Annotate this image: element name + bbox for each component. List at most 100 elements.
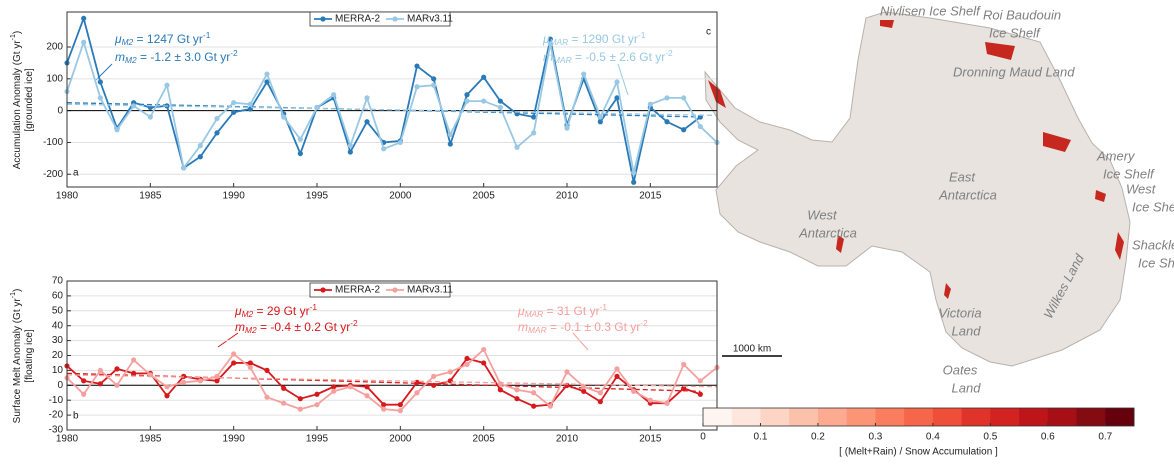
data-point — [197, 143, 203, 149]
legend-label: MERRA-2 — [335, 285, 380, 296]
text-part: = -0.4 ± 0.2 Gt yr — [257, 320, 351, 334]
annotation-arrow — [217, 332, 239, 348]
data-point — [314, 104, 320, 111]
y-tick-label: 100 — [46, 73, 63, 84]
annotation-arrow — [572, 332, 589, 351]
y-tick-label: 0 — [57, 105, 63, 116]
data-point — [281, 385, 287, 391]
colorbar-tick-label: 0.7 — [1098, 432, 1112, 443]
panel-label: b — [73, 411, 79, 422]
colorbar-tick-label: 0.4 — [926, 432, 940, 443]
y-tick-label: 70 — [52, 276, 64, 287]
series-line — [66, 348, 718, 412]
text-part: MAR — [525, 309, 544, 319]
x-tick-label: 1995 — [306, 434, 329, 445]
plot-frame — [66, 280, 718, 431]
map-label: East — [949, 169, 976, 184]
text-part: -1 — [600, 302, 608, 312]
data-point — [531, 114, 537, 120]
colorbar-band — [731, 408, 761, 426]
panel-label: a — [73, 168, 79, 179]
data-point — [164, 82, 170, 88]
data-point — [581, 388, 587, 394]
map-label: Oates — [943, 362, 978, 377]
data-point — [447, 131, 453, 138]
trend-line — [66, 103, 718, 117]
data-point — [581, 71, 587, 77]
data-point — [131, 103, 137, 109]
data-point — [647, 397, 653, 403]
data-point — [364, 95, 370, 101]
data-point — [697, 391, 703, 397]
colorbar-band — [846, 408, 876, 426]
legend-marker — [392, 16, 398, 22]
y-tick-label: -30 — [49, 425, 64, 436]
data-point — [247, 360, 253, 366]
data-point — [514, 387, 520, 393]
text-part: M2 — [125, 55, 137, 65]
text-part: M2 — [245, 325, 257, 335]
data-point — [431, 373, 437, 379]
data-point — [214, 378, 220, 384]
data-point — [264, 394, 270, 400]
data-point — [97, 367, 103, 373]
data-point — [464, 355, 470, 362]
data-point — [331, 92, 337, 98]
map-label: Amery — [1096, 148, 1136, 163]
y-axis-label: Accumulation Anomaly (Gt yr-1) — [10, 31, 23, 170]
colorbar-band — [875, 408, 905, 426]
text-part: = 1247 Gt yr — [133, 32, 203, 46]
map-label: Ice Shelf — [1103, 166, 1155, 181]
data-point — [181, 165, 187, 171]
map-label: Land — [952, 380, 982, 395]
legend-marker — [320, 16, 326, 22]
data-point — [231, 351, 237, 357]
x-tick-label: 2000 — [389, 191, 412, 202]
annotation-arrow — [617, 63, 629, 96]
x-tick-label: 1990 — [223, 434, 246, 445]
y-tick-label: 0 — [57, 380, 63, 391]
data-point — [464, 361, 470, 368]
colorbar-band — [1076, 408, 1106, 426]
data-point — [197, 154, 203, 160]
data-point — [181, 379, 187, 385]
data-point — [214, 130, 220, 136]
data-point — [197, 378, 203, 384]
annotation: mMAR = -0.5 ± 2.6 Gt yr-2 — [543, 48, 673, 65]
text-part: MAR — [528, 325, 547, 335]
x-tick-label: 1995 — [306, 191, 329, 202]
data-point — [547, 403, 553, 409]
series-line — [66, 39, 718, 173]
data-point — [531, 130, 537, 136]
text-part: = 29 Gt yr — [253, 304, 309, 318]
annotation: μMAR = 1290 Gt yr-1 — [542, 30, 646, 47]
data-point — [431, 76, 437, 82]
y-tick-label: -100 — [43, 137, 63, 148]
scale-bar-label: 1000 km — [733, 344, 771, 355]
data-point — [231, 100, 237, 106]
x-tick-label: 2015 — [639, 434, 662, 445]
data-point — [447, 378, 453, 384]
data-point — [631, 388, 637, 394]
text-part: = 1290 Gt yr — [568, 32, 638, 46]
data-point — [164, 384, 170, 390]
data-point — [514, 144, 520, 150]
data-point — [664, 95, 670, 101]
colorbar-band — [703, 408, 733, 426]
data-point — [264, 367, 270, 373]
legend-label: MERRA-2 — [335, 14, 380, 25]
annotation: mMAR = -0.1 ± 0.3 Gt yr-2 — [518, 318, 648, 335]
text-part: -2 — [230, 48, 238, 58]
y-tick-label: -10 — [49, 395, 64, 406]
text-part: m — [115, 50, 125, 64]
data-point — [297, 150, 303, 157]
data-point — [297, 396, 303, 402]
y-axis-label: [grounded ice] — [24, 68, 35, 132]
data-point — [414, 390, 420, 396]
data-point — [364, 384, 370, 390]
y-tick-label: 60 — [52, 291, 64, 302]
panel-label: c — [706, 27, 711, 38]
data-point — [681, 385, 687, 391]
text-part: m — [235, 320, 245, 334]
